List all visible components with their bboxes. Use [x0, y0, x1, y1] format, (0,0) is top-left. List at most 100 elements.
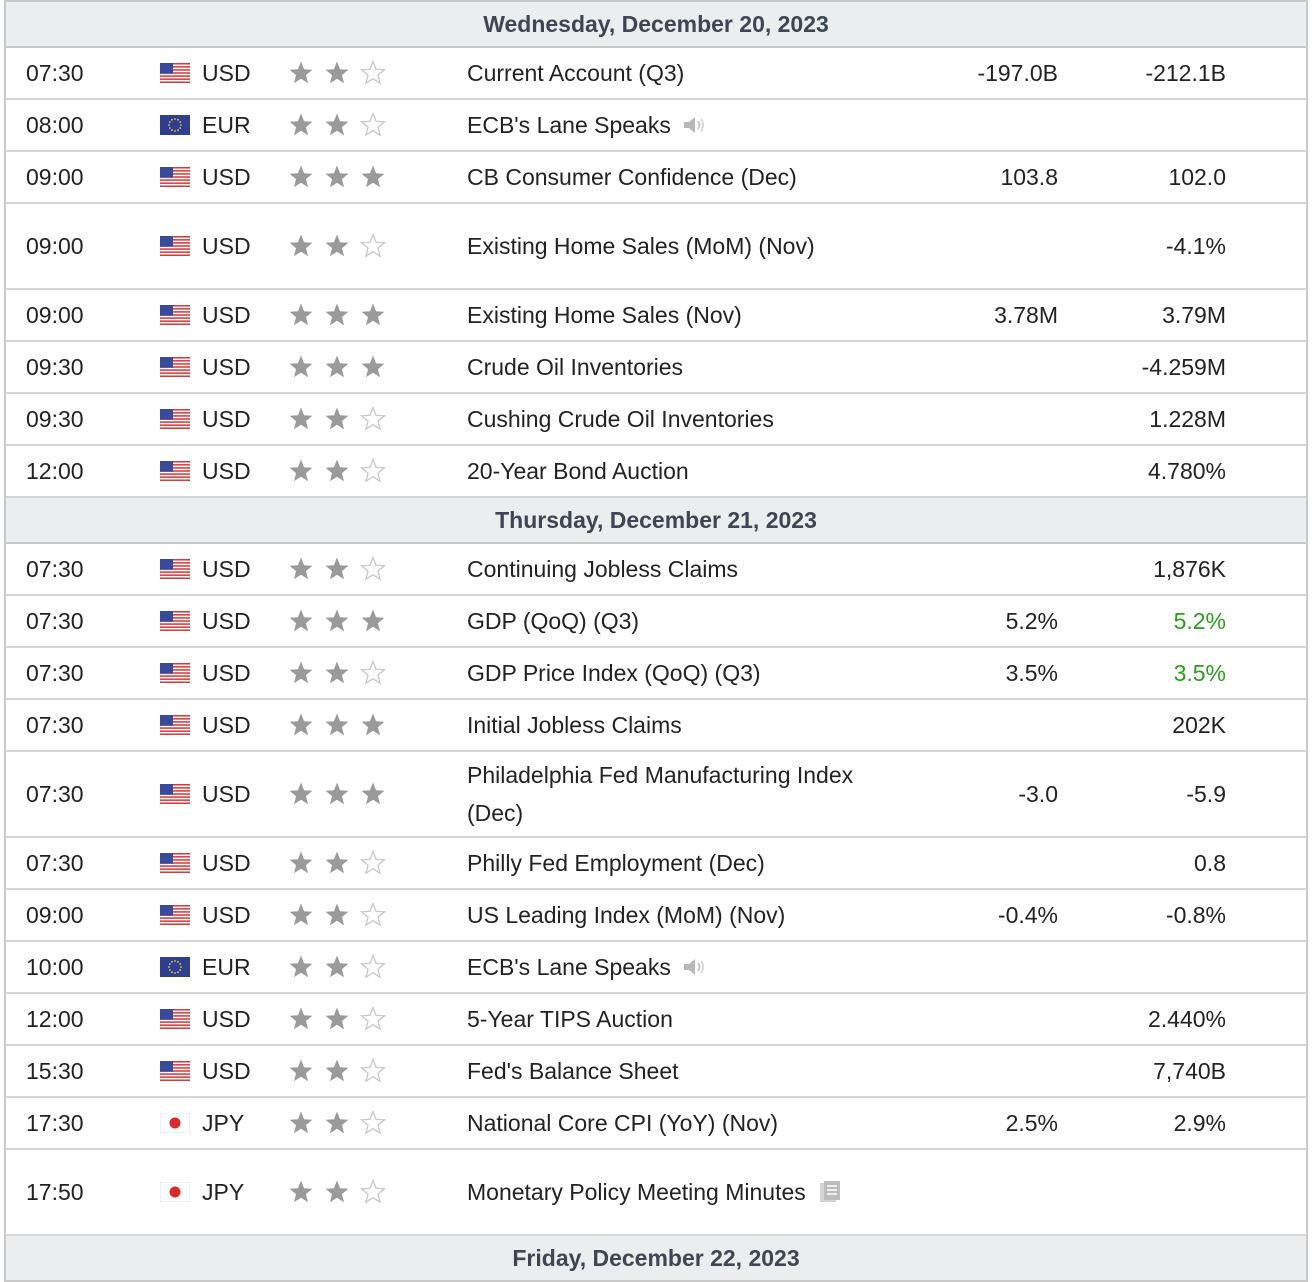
event-name-text[interactable]: Cushing Crude Oil Inventories	[467, 406, 774, 432]
us-flag-icon	[160, 461, 190, 481]
star-filled-icon	[325, 113, 349, 136]
event-name[interactable]: Continuing Jobless Claims	[467, 544, 867, 594]
currency-code: USD	[202, 1057, 251, 1084]
event-name[interactable]: ECB's Lane Speaks	[467, 942, 867, 992]
forecast-value	[918, 394, 1058, 444]
event-name[interactable]: Initial Jobless Claims	[467, 700, 867, 750]
event-time: 09:00	[26, 301, 84, 328]
currency-flag	[160, 48, 190, 98]
event-name-text[interactable]: CB Consumer Confidence (Dec)	[467, 164, 797, 190]
star-filled-icon	[325, 1111, 349, 1134]
forecast-value	[918, 544, 1058, 594]
currency-code: USD	[202, 232, 251, 259]
currency-flag	[160, 342, 190, 392]
star-filled-icon	[289, 1059, 313, 1082]
event-name[interactable]: Cushing Crude Oil Inventories	[467, 394, 867, 444]
event-row[interactable]: 07:30 USD Philadelphia Fed Manufacturing I…	[6, 752, 1306, 838]
event-name[interactable]: Existing Home Sales (MoM) (Nov)	[467, 204, 867, 288]
event-name-text[interactable]: Monetary Policy Meeting Minutes	[467, 1179, 806, 1205]
event-name[interactable]: GDP Price Index (QoQ) (Q3)	[467, 648, 867, 698]
star-outline-icon	[360, 112, 386, 137]
event-name-text[interactable]: Crude Oil Inventories	[467, 354, 684, 380]
currency-flag	[160, 100, 190, 150]
japan-flag-icon	[160, 1113, 190, 1133]
event-name[interactable]: Existing Home Sales (Nov)	[467, 290, 867, 340]
currency-code: USD	[202, 405, 251, 432]
currency-code: USD	[202, 555, 251, 582]
event-row[interactable]: 17:50 JPY Monetary Policy Meeting Minutes	[6, 1150, 1306, 1236]
event-row[interactable]: 09:00 USD Existing Home Sales (MoM) (Nov) -…	[6, 204, 1306, 290]
event-name[interactable]: Philadelphia Fed Manufacturing Index (De…	[467, 752, 867, 836]
event-row[interactable]: 17:30 JPY National Core CPI (YoY) (Nov) 2.5…	[6, 1098, 1306, 1150]
star-filled-icon	[325, 903, 349, 926]
event-name[interactable]: Monetary Policy Meeting Minutes	[467, 1150, 867, 1234]
event-name[interactable]: 5-Year TIPS Auction	[467, 994, 867, 1044]
event-name[interactable]: Philly Fed Employment (Dec)	[467, 838, 867, 888]
event-row[interactable]: 09:00 USD CB Consumer Confidence (Dec) 103.…	[6, 152, 1306, 204]
event-name[interactable]: ECB's Lane Speaks	[467, 100, 867, 150]
event-row[interactable]: 07:30 USD Philly Fed Employment (Dec) 0.8	[6, 838, 1306, 890]
importance-stars	[288, 648, 398, 698]
star-outline-icon	[360, 1058, 386, 1083]
star-filled-icon	[325, 557, 349, 580]
event-row[interactable]: 09:00 USD US Leading Index (MoM) (Nov) -0.4…	[6, 890, 1306, 942]
event-name-text[interactable]: Fed's Balance Sheet	[467, 1058, 679, 1084]
currency-flag	[160, 700, 190, 750]
event-name-text[interactable]: Existing Home Sales (MoM) (Nov)	[467, 233, 815, 259]
currency-flag	[160, 446, 190, 496]
event-name-text[interactable]: GDP Price Index (QoQ) (Q3)	[467, 660, 761, 686]
event-name[interactable]: US Leading Index (MoM) (Nov)	[467, 890, 867, 940]
event-name[interactable]: Crude Oil Inventories	[467, 342, 867, 392]
forecast-value	[918, 446, 1058, 496]
event-name-text[interactable]: Philadelphia Fed Manufacturing Index (De…	[467, 762, 854, 826]
event-name-text[interactable]: ECB's Lane Speaks	[467, 112, 671, 138]
star-filled-icon	[289, 782, 313, 805]
event-row[interactable]: 07:30 USD Initial Jobless Claims 202K	[6, 700, 1306, 752]
event-row[interactable]: 12:00 USD 5-Year TIPS Auction 2.440%	[6, 994, 1306, 1046]
star-filled-icon	[361, 609, 385, 632]
event-name-text[interactable]: GDP (QoQ) (Q3)	[467, 608, 640, 634]
event-row[interactable]: 07:30 USD GDP Price Index (QoQ) (Q3) 3.5% 3.…	[6, 648, 1306, 700]
event-name[interactable]: CB Consumer Confidence (Dec)	[467, 152, 867, 202]
event-name-text[interactable]: Initial Jobless Claims	[467, 712, 682, 738]
event-row[interactable]: 09:00 USD Existing Home Sales (Nov) 3.78M 3.…	[6, 290, 1306, 342]
event-name[interactable]: Fed's Balance Sheet	[467, 1046, 867, 1096]
forecast-value	[918, 342, 1058, 392]
event-row[interactable]: 08:00 EUR ECB's Lane Speaks	[6, 100, 1306, 152]
event-name-text[interactable]: Philly Fed Employment (Dec)	[467, 850, 765, 876]
importance-stars	[288, 1046, 398, 1096]
us-flag-icon	[160, 663, 190, 683]
star-filled-icon	[289, 1007, 313, 1030]
event-row[interactable]: 15:30 USD Fed's Balance Sheet 7,740B	[6, 1046, 1306, 1098]
speaker-icon	[683, 959, 704, 975]
currency-flag	[160, 394, 190, 444]
event-row[interactable]: 09:30 USD Crude Oil Inventories -4.259M	[6, 342, 1306, 394]
event-name-text[interactable]: ECB's Lane Speaks	[467, 954, 671, 980]
event-name[interactable]: GDP (QoQ) (Q3)	[467, 596, 867, 646]
event-time: 12:00	[26, 1005, 84, 1032]
event-name[interactable]: 20-Year Bond Auction	[467, 446, 867, 496]
event-name-text[interactable]: Existing Home Sales (Nov)	[467, 302, 742, 328]
previous-value	[1086, 1150, 1226, 1234]
us-flag-icon	[160, 305, 190, 325]
event-name-text[interactable]: National Core CPI (YoY) (Nov)	[467, 1110, 779, 1136]
event-name-text[interactable]: 20-Year Bond Auction	[467, 458, 689, 484]
event-name-text[interactable]: 5-Year TIPS Auction	[467, 1006, 673, 1032]
event-row[interactable]: 10:00 EUR ECB's Lane Speaks	[6, 942, 1306, 994]
event-name[interactable]: Current Account (Q3)	[467, 48, 867, 98]
previous-value: 2.9%	[1173, 1109, 1226, 1136]
us-flag-icon	[160, 905, 190, 925]
event-name-text[interactable]: Current Account (Q3)	[467, 60, 685, 86]
event-name-text[interactable]: US Leading Index (MoM) (Nov)	[467, 902, 786, 928]
previous-value: 3.5%	[1173, 659, 1226, 686]
event-row[interactable]: 07:30 USD Continuing Jobless Claims 1,876K	[6, 544, 1306, 596]
event-name-text[interactable]: Continuing Jobless Claims	[467, 556, 739, 582]
currency-flag	[160, 648, 190, 698]
event-row[interactable]: 12:00 USD 20-Year Bond Auction 4.780%	[6, 446, 1306, 498]
event-row[interactable]: 07:30 USD GDP (QoQ) (Q3) 5.2% 5.2%	[6, 596, 1306, 648]
event-row[interactable]: 07:30 USD Current Account (Q3) -197.0B -212.…	[6, 48, 1306, 100]
event-name[interactable]: National Core CPI (YoY) (Nov)	[467, 1098, 867, 1148]
currency-flag	[160, 1098, 190, 1148]
event-row[interactable]: 09:30 USD Cushing Crude Oil Inventories 1.2…	[6, 394, 1306, 446]
star-outline-icon	[360, 458, 386, 483]
